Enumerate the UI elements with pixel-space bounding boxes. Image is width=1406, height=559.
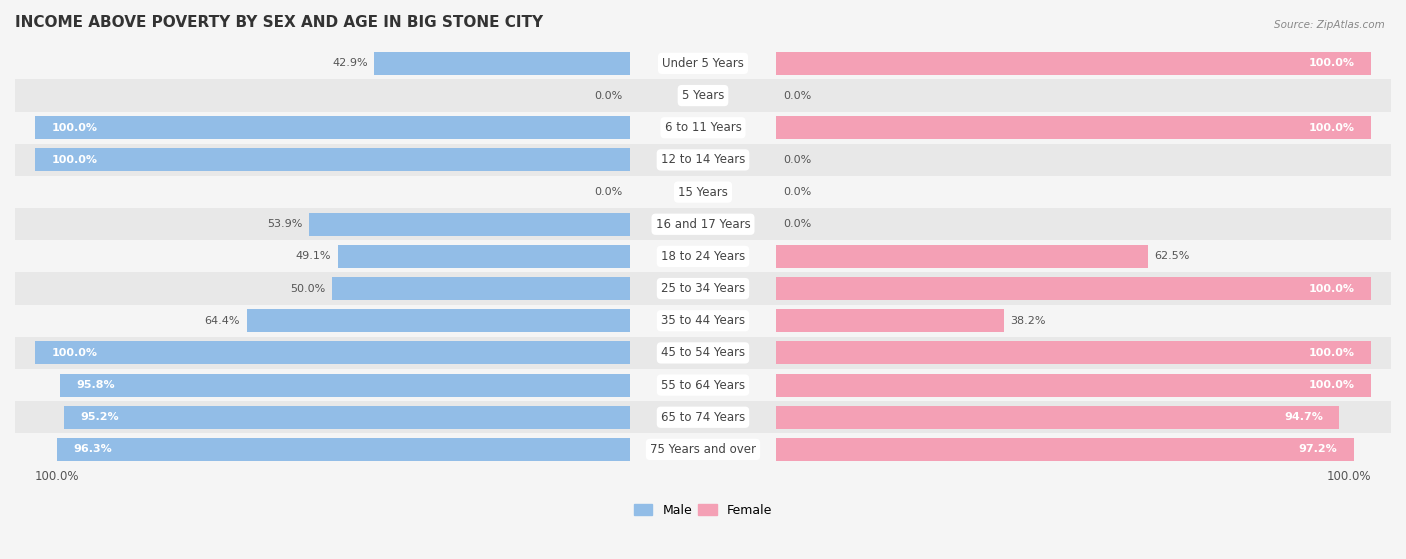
Bar bbox=[35, 116, 630, 139]
Text: 15 Years: 15 Years bbox=[678, 186, 728, 198]
Text: 0.0%: 0.0% bbox=[595, 91, 623, 101]
Text: 100.0%: 100.0% bbox=[52, 348, 98, 358]
Text: 16 and 17 Years: 16 and 17 Years bbox=[655, 218, 751, 231]
Text: 35 to 44 Years: 35 to 44 Years bbox=[661, 314, 745, 327]
Bar bbox=[776, 245, 1149, 268]
FancyBboxPatch shape bbox=[15, 79, 1391, 112]
Text: 94.7%: 94.7% bbox=[1284, 412, 1323, 422]
FancyBboxPatch shape bbox=[15, 433, 1391, 466]
Text: 100.0%: 100.0% bbox=[1308, 58, 1354, 68]
Bar bbox=[60, 373, 630, 397]
Text: 100.0%: 100.0% bbox=[1308, 348, 1354, 358]
Text: 18 to 24 Years: 18 to 24 Years bbox=[661, 250, 745, 263]
Text: 100.0%: 100.0% bbox=[52, 155, 98, 165]
Legend: Male, Female: Male, Female bbox=[628, 499, 778, 522]
Text: 0.0%: 0.0% bbox=[783, 187, 811, 197]
Text: 100.0%: 100.0% bbox=[52, 123, 98, 132]
Text: 75 Years and over: 75 Years and over bbox=[650, 443, 756, 456]
Text: 12 to 14 Years: 12 to 14 Years bbox=[661, 153, 745, 167]
Text: 100.0%: 100.0% bbox=[1308, 380, 1354, 390]
FancyBboxPatch shape bbox=[15, 369, 1391, 401]
Bar bbox=[58, 438, 630, 461]
Text: 96.3%: 96.3% bbox=[73, 444, 112, 454]
Text: 5 Years: 5 Years bbox=[682, 89, 724, 102]
Text: 0.0%: 0.0% bbox=[783, 91, 811, 101]
Text: 50.0%: 50.0% bbox=[291, 283, 326, 293]
Bar bbox=[776, 438, 1354, 461]
Text: Source: ZipAtlas.com: Source: ZipAtlas.com bbox=[1274, 20, 1385, 30]
FancyBboxPatch shape bbox=[15, 240, 1391, 272]
Text: 62.5%: 62.5% bbox=[1154, 252, 1189, 262]
Text: 0.0%: 0.0% bbox=[783, 155, 811, 165]
FancyBboxPatch shape bbox=[15, 305, 1391, 337]
FancyBboxPatch shape bbox=[15, 337, 1391, 369]
Text: 55 to 64 Years: 55 to 64 Years bbox=[661, 378, 745, 392]
FancyBboxPatch shape bbox=[15, 144, 1391, 176]
FancyBboxPatch shape bbox=[15, 272, 1391, 305]
Text: 45 to 54 Years: 45 to 54 Years bbox=[661, 347, 745, 359]
Bar bbox=[776, 309, 1004, 333]
Text: 100.0%: 100.0% bbox=[1308, 123, 1354, 132]
Text: 64.4%: 64.4% bbox=[204, 316, 240, 326]
Bar bbox=[35, 342, 630, 364]
FancyBboxPatch shape bbox=[15, 401, 1391, 433]
Text: 0.0%: 0.0% bbox=[783, 219, 811, 229]
Text: 0.0%: 0.0% bbox=[595, 187, 623, 197]
Text: 49.1%: 49.1% bbox=[295, 252, 330, 262]
Text: 65 to 74 Years: 65 to 74 Years bbox=[661, 411, 745, 424]
Text: 95.2%: 95.2% bbox=[80, 412, 120, 422]
Bar bbox=[776, 373, 1371, 397]
Text: 38.2%: 38.2% bbox=[1011, 316, 1046, 326]
Text: 25 to 34 Years: 25 to 34 Years bbox=[661, 282, 745, 295]
FancyBboxPatch shape bbox=[15, 208, 1391, 240]
Text: 97.2%: 97.2% bbox=[1299, 444, 1337, 454]
Text: 100.0%: 100.0% bbox=[1326, 470, 1371, 484]
Bar bbox=[63, 406, 630, 429]
Bar bbox=[309, 212, 630, 236]
Text: 100.0%: 100.0% bbox=[35, 470, 80, 484]
FancyBboxPatch shape bbox=[15, 48, 1391, 79]
Text: 6 to 11 Years: 6 to 11 Years bbox=[665, 121, 741, 134]
Bar bbox=[776, 116, 1371, 139]
Text: 42.9%: 42.9% bbox=[332, 58, 368, 68]
FancyBboxPatch shape bbox=[15, 176, 1391, 208]
Text: INCOME ABOVE POVERTY BY SEX AND AGE IN BIG STONE CITY: INCOME ABOVE POVERTY BY SEX AND AGE IN B… bbox=[15, 15, 543, 30]
FancyBboxPatch shape bbox=[15, 112, 1391, 144]
Bar bbox=[337, 245, 630, 268]
Bar bbox=[374, 52, 630, 75]
Bar bbox=[776, 342, 1371, 364]
Bar bbox=[246, 309, 630, 333]
Text: Under 5 Years: Under 5 Years bbox=[662, 57, 744, 70]
Text: 53.9%: 53.9% bbox=[267, 219, 302, 229]
Bar bbox=[776, 277, 1371, 300]
Text: 95.8%: 95.8% bbox=[77, 380, 115, 390]
Bar bbox=[332, 277, 630, 300]
Bar bbox=[776, 406, 1340, 429]
Bar bbox=[776, 52, 1371, 75]
Bar bbox=[35, 148, 630, 172]
Text: 100.0%: 100.0% bbox=[1308, 283, 1354, 293]
